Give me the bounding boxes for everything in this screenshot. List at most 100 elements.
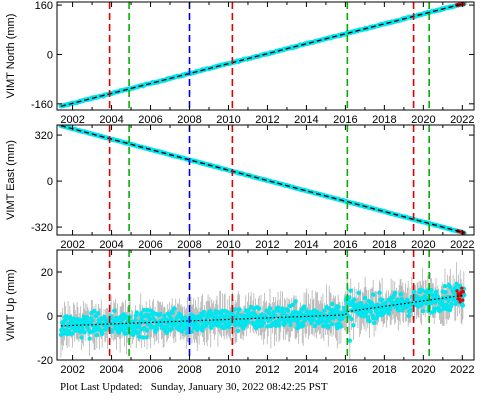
recent-point xyxy=(455,289,459,293)
y-tick-label: -160 xyxy=(31,99,53,111)
data-point xyxy=(112,308,117,313)
data-point xyxy=(235,311,240,317)
data-point xyxy=(100,331,105,336)
data-point xyxy=(367,319,372,324)
data-point xyxy=(408,307,414,313)
data-point xyxy=(123,314,129,319)
data-point xyxy=(327,316,332,321)
data-point xyxy=(200,328,205,333)
data-point xyxy=(234,320,239,325)
recent-point xyxy=(456,292,460,296)
data-point xyxy=(87,336,92,341)
data-point xyxy=(286,308,291,313)
x-tick-label: 2002 xyxy=(60,239,84,251)
data-point xyxy=(164,330,169,335)
y-tick-label: 160 xyxy=(35,0,53,12)
data-point xyxy=(398,291,404,297)
data-point xyxy=(356,290,361,295)
recent-point xyxy=(461,298,465,302)
data-point xyxy=(225,310,230,315)
data-point xyxy=(266,310,272,316)
data-point xyxy=(301,304,307,309)
y-tick-label: 20 xyxy=(41,267,53,279)
data-point xyxy=(90,318,95,323)
data-point xyxy=(400,308,405,313)
plot-area xyxy=(58,250,467,360)
data-point xyxy=(312,323,317,329)
data-point xyxy=(172,306,177,311)
y-axis-label: VIMT Up (mm) xyxy=(5,269,17,341)
data-point xyxy=(169,326,174,331)
data-point xyxy=(170,310,175,315)
plot-last-updated: Plot Last Updated: Sunday, January 30, 2… xyxy=(60,381,328,393)
data-point xyxy=(70,331,75,336)
x-tick-label: 2016 xyxy=(333,239,357,251)
y-tick-label: 0 xyxy=(47,311,53,323)
data-point xyxy=(124,331,129,336)
data-point xyxy=(341,314,346,320)
x-tick-label: 2020 xyxy=(411,364,435,376)
data-point xyxy=(79,335,84,340)
footer-timestamp: Sunday, January 30, 2022 08:42:25 PST xyxy=(150,381,328,393)
axes-frame xyxy=(56,249,475,361)
x-tick-label: 2022 xyxy=(450,114,474,126)
x-tick-label: 2002 xyxy=(60,364,84,376)
data-point xyxy=(137,334,142,340)
y-axis-label: VIMT North (mm) xyxy=(5,14,17,99)
panel-2: -320 0 320 2002 2004 2006 2008 2010 2012 2014 2016… xyxy=(5,124,475,251)
data-point xyxy=(174,319,179,325)
data-point xyxy=(232,307,237,312)
x-tick-label: 2022 xyxy=(450,239,474,251)
y-axis-label: VIMT East (mm) xyxy=(5,140,17,220)
data-point xyxy=(189,329,194,334)
data-point xyxy=(420,288,425,293)
data-point xyxy=(82,330,87,335)
x-tick-label: 2004 xyxy=(99,114,123,126)
data-point xyxy=(411,289,417,294)
x-tick-label: 2004 xyxy=(99,239,123,251)
data-point xyxy=(92,308,97,314)
data-point xyxy=(84,315,90,320)
x-tick-label: 2022 xyxy=(450,364,474,376)
data-point xyxy=(94,333,100,338)
data-point xyxy=(144,328,150,333)
data-point xyxy=(322,308,327,313)
plot-area xyxy=(58,2,467,110)
recent-point xyxy=(458,300,462,304)
data-point xyxy=(364,304,370,309)
data-point xyxy=(449,302,454,307)
data-point xyxy=(290,302,296,308)
data-point xyxy=(276,323,282,328)
data-point xyxy=(446,298,451,304)
data-point xyxy=(271,309,276,315)
axes-frame xyxy=(56,1,475,111)
data-point xyxy=(338,324,344,329)
y-tick-label: -20 xyxy=(37,355,53,367)
data-point xyxy=(396,308,401,313)
data-point xyxy=(212,321,217,326)
data-point xyxy=(433,289,439,295)
x-tick-label: 2014 xyxy=(294,114,318,126)
y-tick-label: 0 xyxy=(47,49,53,61)
data-point xyxy=(383,300,388,306)
data-point xyxy=(237,307,242,312)
x-tick-label: 2014 xyxy=(294,239,318,251)
trend-line xyxy=(60,2,465,107)
x-tick-label: 2012 xyxy=(255,114,279,126)
data-point xyxy=(133,317,138,323)
data-point xyxy=(386,311,392,316)
data-point xyxy=(145,307,150,313)
x-tick-label: 2018 xyxy=(372,364,396,376)
data-point xyxy=(95,311,101,316)
trend-line xyxy=(60,125,465,234)
recent-point xyxy=(459,290,463,294)
data-point xyxy=(85,325,90,330)
recent-point xyxy=(460,286,464,290)
data-point xyxy=(273,313,278,318)
data-point xyxy=(347,338,352,343)
y-tick-label: 0 xyxy=(47,176,53,188)
data-point xyxy=(201,309,207,315)
x-tick-label: 2018 xyxy=(372,239,396,251)
data-point xyxy=(144,335,149,340)
x-tick-label: 2004 xyxy=(99,364,123,376)
